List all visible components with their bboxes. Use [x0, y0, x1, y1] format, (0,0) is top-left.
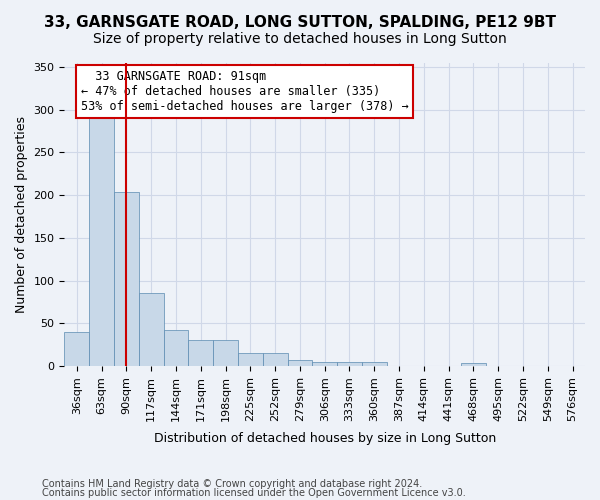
Bar	[362, 362, 386, 366]
X-axis label: Distribution of detached houses by size in Long Sutton: Distribution of detached houses by size …	[154, 432, 496, 445]
Bar	[164, 330, 188, 366]
Text: Size of property relative to detached houses in Long Sutton: Size of property relative to detached ho…	[93, 32, 507, 46]
Bar	[64, 332, 89, 366]
Bar	[114, 192, 139, 366]
Bar	[139, 294, 164, 366]
Bar	[213, 340, 238, 366]
Bar	[337, 362, 362, 366]
Text: 33 GARNSGATE ROAD: 91sqm
← 47% of detached houses are smaller (335)
53% of semi-: 33 GARNSGATE ROAD: 91sqm ← 47% of detach…	[80, 70, 408, 113]
Bar	[263, 353, 287, 366]
Text: 33, GARNSGATE ROAD, LONG SUTTON, SPALDING, PE12 9BT: 33, GARNSGATE ROAD, LONG SUTTON, SPALDIN…	[44, 15, 556, 30]
Bar	[461, 364, 486, 366]
Bar	[188, 340, 213, 366]
Text: Contains HM Land Registry data © Crown copyright and database right 2024.: Contains HM Land Registry data © Crown c…	[42, 479, 422, 489]
Bar	[238, 353, 263, 366]
Text: Contains public sector information licensed under the Open Government Licence v3: Contains public sector information licen…	[42, 488, 466, 498]
Y-axis label: Number of detached properties: Number of detached properties	[15, 116, 28, 313]
Bar	[89, 118, 114, 366]
Bar	[313, 362, 337, 366]
Bar	[287, 360, 313, 366]
